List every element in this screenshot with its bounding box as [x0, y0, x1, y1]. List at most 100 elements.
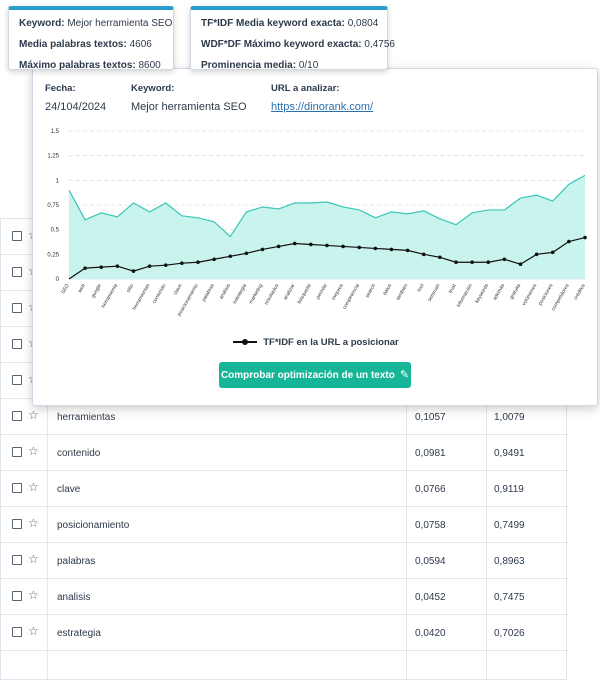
fecha-block: Fecha: 24/104/2024	[45, 83, 106, 113]
tfidf-point	[486, 260, 491, 265]
stat-label: TF*IDF Media keyword exacta:	[201, 18, 345, 29]
star-icon[interactable]: ☆	[28, 516, 39, 530]
stat-value: 0,0804	[347, 18, 379, 29]
tfidf-point	[163, 263, 168, 267]
row-checkbox[interactable]	[12, 231, 22, 241]
x-tick-label: posiciones	[537, 283, 554, 307]
stat-row: WDF*DF Máximo keyword exacta: 0,4756	[201, 39, 395, 60]
row-checkbox[interactable]	[12, 339, 22, 349]
wdfdf-cell: 0,9491	[494, 448, 525, 459]
star-icon[interactable]: ☆	[28, 444, 39, 458]
wdfdf-cell: 0,8963	[494, 556, 525, 567]
x-tick-label: contenido	[151, 283, 167, 305]
x-tick-label: datos	[382, 283, 394, 297]
x-tick-label: analizar	[283, 283, 297, 301]
check-optimization-button[interactable]: Comprobar optimización de un texto ✎	[219, 362, 411, 388]
row-checkbox[interactable]	[12, 411, 22, 421]
stat-label: Keyword:	[19, 18, 65, 29]
tfidf-point	[244, 251, 249, 256]
area-fill	[69, 175, 585, 279]
y-tick-label: 1,5	[51, 129, 60, 135]
row-checkbox[interactable]	[12, 627, 22, 637]
star-icon[interactable]: ☆	[28, 588, 39, 602]
table-row[interactable]: ☆ herramientas 0,1057 1,0079	[1, 399, 568, 435]
row-checkbox[interactable]	[12, 483, 22, 493]
tfidf-point	[583, 235, 587, 240]
tfidf-point	[228, 254, 233, 259]
star-icon[interactable]: ☆	[28, 408, 39, 422]
tfidf-cell: 0,0420	[415, 628, 446, 639]
stat-value: Mejor herramienta SEO	[67, 18, 173, 29]
x-tick-label: marketing	[248, 283, 264, 305]
tfidf-cell: 0,0452	[415, 592, 446, 603]
x-tick-label: resultados	[264, 283, 281, 306]
x-tick-label: herramienta	[101, 283, 120, 309]
y-tick-label: 0,75	[47, 203, 59, 209]
star-icon[interactable]: ☆	[28, 624, 39, 638]
tfidf-point	[260, 247, 265, 252]
x-tick-label: keywords	[474, 283, 490, 305]
legend-label: TF*IDF en la URL a posicionar	[263, 337, 399, 348]
tfidf-point	[438, 255, 442, 260]
x-tick-label: palabras	[201, 283, 216, 303]
row-checkbox[interactable]	[12, 303, 22, 313]
row-checkbox[interactable]	[12, 447, 22, 457]
stats-card-right: TF*IDF Media keyword exacta: 0,0804 WDF*…	[190, 6, 395, 71]
tfidf-point	[99, 265, 104, 269]
tfidf-point	[405, 248, 410, 253]
stats-card-left: Keyword: Mejor herramienta SEO Media pal…	[8, 6, 174, 71]
url-link[interactable]: https://dinorank.com/	[271, 101, 374, 113]
chart-legend: TF*IDF en la URL a posicionar	[33, 337, 599, 348]
x-tick-label: permite	[315, 283, 329, 301]
tfidf-point	[325, 243, 329, 248]
row-checkbox[interactable]	[12, 519, 22, 529]
wdfdf-cell: 1,0079	[494, 412, 525, 423]
keyword-cell: estrategia	[57, 628, 101, 639]
url-label: URL a analizar:	[271, 83, 340, 94]
table-row[interactable]: ☆ clave 0,0766 0,9119	[1, 471, 568, 507]
button-label: Comprobar optimización de un texto	[220, 370, 395, 381]
star-icon[interactable]: ☆	[28, 480, 39, 494]
x-tick-label: search	[364, 283, 377, 299]
tfidf-point	[341, 244, 345, 249]
table-row[interactable]: ☆ estrategia 0,0420 0,7026	[1, 615, 568, 651]
wdfdf-cell: 0,7499	[494, 520, 525, 531]
row-checkbox[interactable]	[12, 267, 22, 277]
url-block: URL a analizar: https://dinorank.com/	[271, 83, 373, 113]
y-tick-label: 1,25	[47, 154, 59, 160]
table-row[interactable]: ☆ analisis 0,0452 0,7475	[1, 579, 568, 615]
x-tick-label: SEO	[60, 283, 71, 295]
table-row[interactable]: ☆ contenido 0,0981 0,9491	[1, 435, 568, 471]
row-checkbox[interactable]	[12, 375, 22, 385]
column-divider	[486, 219, 487, 679]
tfidf-point	[276, 244, 281, 249]
keyword-block: Keyword: Mejor herramienta SEO	[131, 83, 247, 113]
table-row[interactable]: ☆ posicionamiento 0,0758 0,7499	[1, 507, 568, 543]
table-row[interactable]: ☆ palabras 0,0594 0,8963	[1, 543, 568, 579]
stat-value: 4606	[129, 39, 152, 50]
stat-label: Máximo palabras textos:	[19, 60, 136, 71]
keyword-label: Keyword:	[131, 83, 175, 94]
row-checkbox[interactable]	[12, 555, 22, 565]
tfidf-point	[389, 247, 394, 252]
tfidf-cell: 0,0766	[415, 484, 446, 495]
tfidf-point	[502, 257, 507, 262]
x-tick-label: google	[90, 283, 103, 299]
x-tick-label: volúmenes	[521, 283, 539, 307]
stat-row: TF*IDF Media keyword exacta: 0,0804	[201, 18, 379, 39]
tfidf-cell: 0,0758	[415, 520, 446, 531]
tfidf-point	[470, 260, 474, 265]
y-tick-label: 0	[56, 277, 60, 283]
tfidf-point	[180, 261, 184, 266]
y-tick-label: 1	[56, 178, 60, 184]
pencil-icon: ✎	[399, 369, 410, 381]
y-tick-label: 0,25	[47, 252, 59, 258]
row-checkbox[interactable]	[12, 591, 22, 601]
x-tick-label: créditos	[573, 283, 587, 302]
tfidf-point	[357, 245, 362, 250]
stat-value: 0/10	[298, 60, 319, 71]
tfidf-cell: 0,0594	[415, 556, 446, 567]
keyword-cell: palabras	[57, 556, 96, 567]
tfidf-point	[518, 262, 523, 266]
star-icon[interactable]: ☆	[28, 552, 39, 566]
